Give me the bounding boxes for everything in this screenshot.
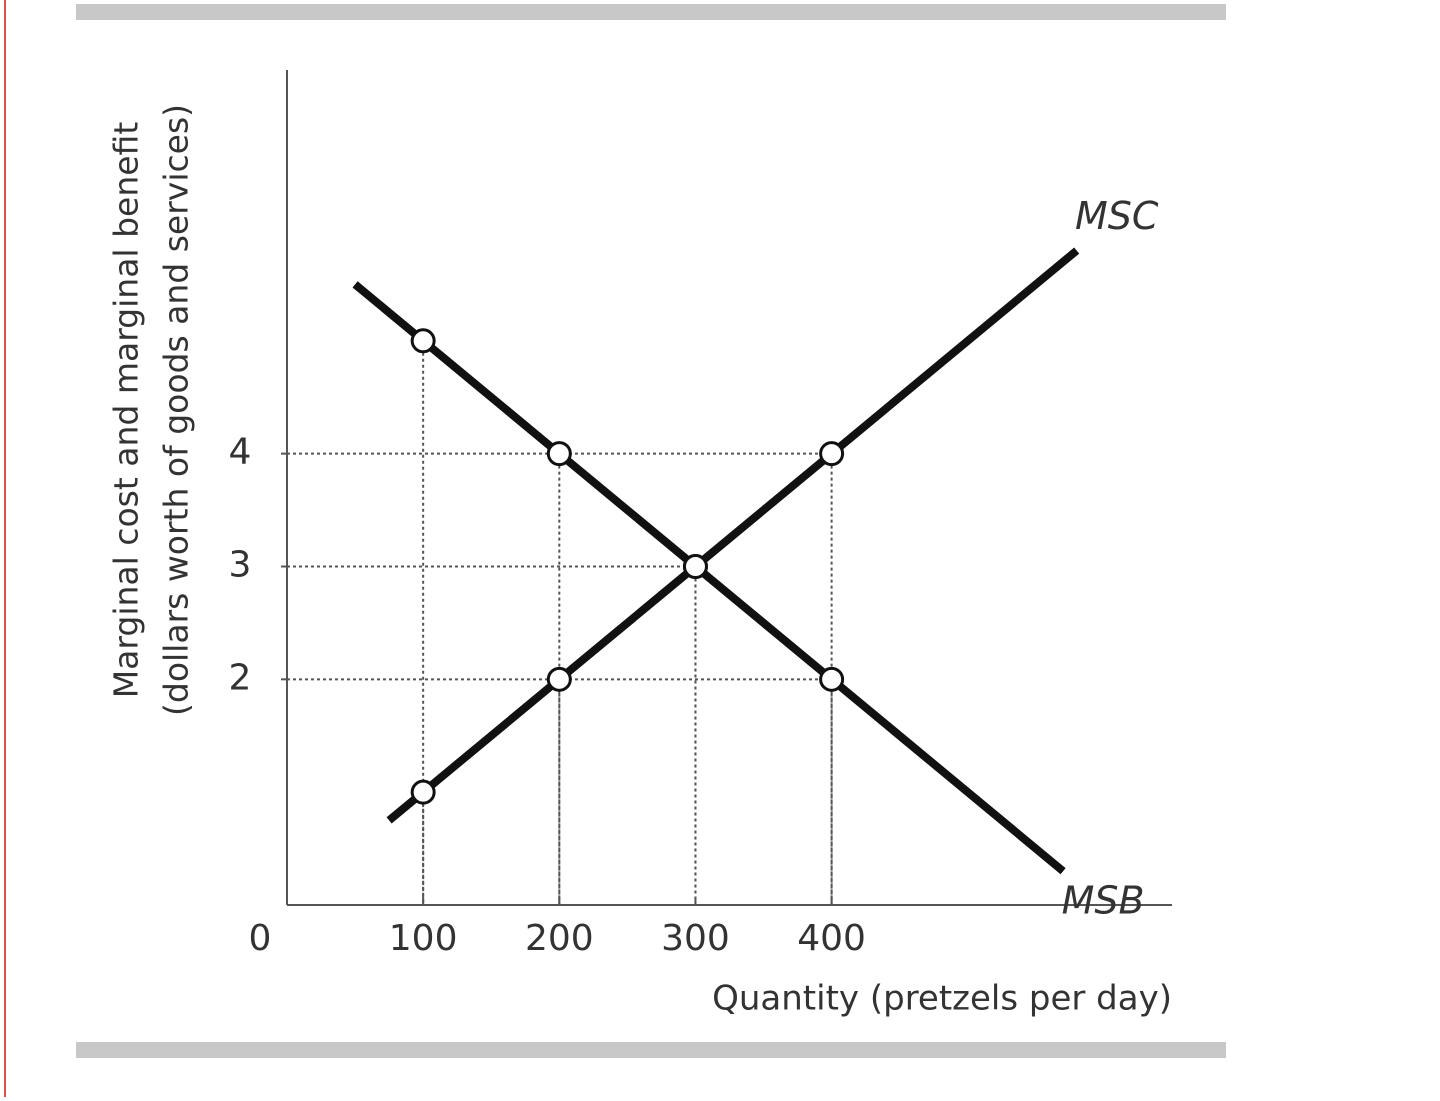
x-tick-label: 0 [249, 918, 272, 959]
point [546, 666, 572, 692]
point [410, 779, 436, 805]
x-tick-label: 300 [661, 918, 730, 959]
series-line [352, 281, 1066, 875]
series-label: MSB [1062, 879, 1145, 923]
x-tick-label: 200 [525, 918, 594, 959]
x-axis-label: Quantity (pretzels per day) [712, 979, 1172, 1019]
y-tick-label: 4 [229, 432, 252, 473]
x-tick-label: 400 [797, 918, 866, 959]
series-label: MSC [1075, 194, 1159, 238]
y-axis-label: Marginal cost and marginal benefit [107, 122, 146, 699]
bottom-rule [76, 1042, 1226, 1058]
y-tick-label: 2 [229, 657, 252, 698]
point [682, 553, 708, 579]
point [410, 328, 436, 354]
point [819, 441, 845, 467]
point [546, 441, 572, 467]
x-tick-label: 100 [389, 918, 458, 959]
top-rule [76, 4, 1226, 20]
y-axis-label: (dollars worth of goods and services) [157, 104, 196, 716]
point [819, 666, 845, 692]
y-tick-label: 3 [229, 544, 252, 585]
